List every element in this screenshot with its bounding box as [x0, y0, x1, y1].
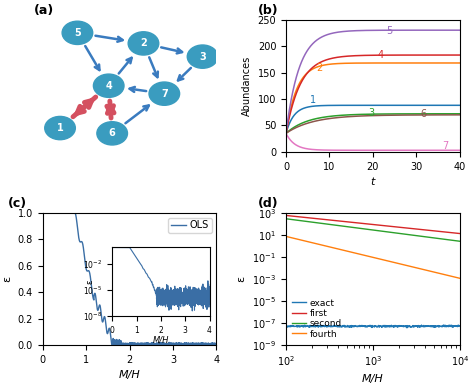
Text: 6: 6 [109, 128, 116, 138]
Text: (c): (c) [8, 198, 27, 211]
exact [328, 325, 334, 329]
fourth [385, 259, 391, 263]
Text: (b): (b) [258, 4, 279, 17]
Circle shape [97, 122, 128, 145]
second [385, 230, 391, 234]
second [283, 216, 289, 221]
Circle shape [93, 74, 124, 97]
Legend: exact, first, second, fourth: exact, first, second, fourth [291, 297, 344, 340]
Text: 1: 1 [57, 123, 64, 133]
Text: 5: 5 [386, 26, 392, 36]
first [362, 221, 367, 226]
fourth [414, 265, 419, 270]
X-axis label: M/H: M/H [118, 370, 140, 380]
Y-axis label: ε: ε [2, 276, 12, 282]
Circle shape [62, 21, 93, 44]
fourth [362, 253, 367, 258]
Text: 2: 2 [317, 64, 323, 73]
Line: fourth: fourth [286, 236, 460, 278]
Text: 4: 4 [105, 81, 112, 91]
Text: 5: 5 [74, 28, 81, 38]
first [414, 227, 419, 231]
Y-axis label: Abundances: Abundances [242, 56, 252, 116]
second [328, 222, 334, 227]
Circle shape [45, 116, 75, 140]
Circle shape [187, 45, 218, 68]
Y-axis label: ε: ε [237, 276, 246, 282]
second [399, 231, 405, 236]
exact [457, 324, 463, 328]
Text: 7: 7 [442, 141, 449, 151]
fourth [457, 276, 463, 281]
Text: 3: 3 [199, 52, 206, 62]
exact [385, 324, 391, 328]
exact [314, 324, 319, 328]
first [385, 224, 391, 229]
first [399, 225, 405, 230]
exact [399, 323, 405, 328]
fourth [328, 245, 334, 250]
Legend: OLS: OLS [168, 218, 211, 233]
Circle shape [128, 32, 159, 55]
Text: 6: 6 [421, 109, 427, 120]
exact [414, 324, 420, 329]
Text: (a): (a) [34, 4, 54, 17]
Line: exact: exact [286, 325, 460, 328]
exact [404, 325, 410, 330]
Text: 2: 2 [140, 38, 147, 48]
first [457, 231, 463, 236]
Circle shape [149, 82, 180, 105]
exact [283, 323, 289, 328]
Text: 3: 3 [369, 109, 374, 118]
fourth [399, 262, 405, 267]
second [314, 220, 319, 225]
Text: (d): (d) [258, 198, 279, 211]
first [283, 213, 289, 218]
X-axis label: M/H: M/H [362, 374, 384, 384]
fourth [283, 234, 289, 239]
Text: 7: 7 [161, 89, 168, 99]
first [328, 218, 334, 222]
second [362, 227, 367, 231]
Line: first: first [286, 216, 460, 234]
Text: 1: 1 [310, 94, 316, 105]
fourth [314, 241, 319, 246]
Text: 4: 4 [377, 50, 383, 60]
Line: second: second [286, 219, 460, 241]
exact [419, 323, 424, 327]
exact [362, 324, 367, 328]
first [314, 216, 319, 221]
second [457, 239, 463, 243]
X-axis label: t: t [371, 177, 375, 187]
second [414, 233, 419, 238]
